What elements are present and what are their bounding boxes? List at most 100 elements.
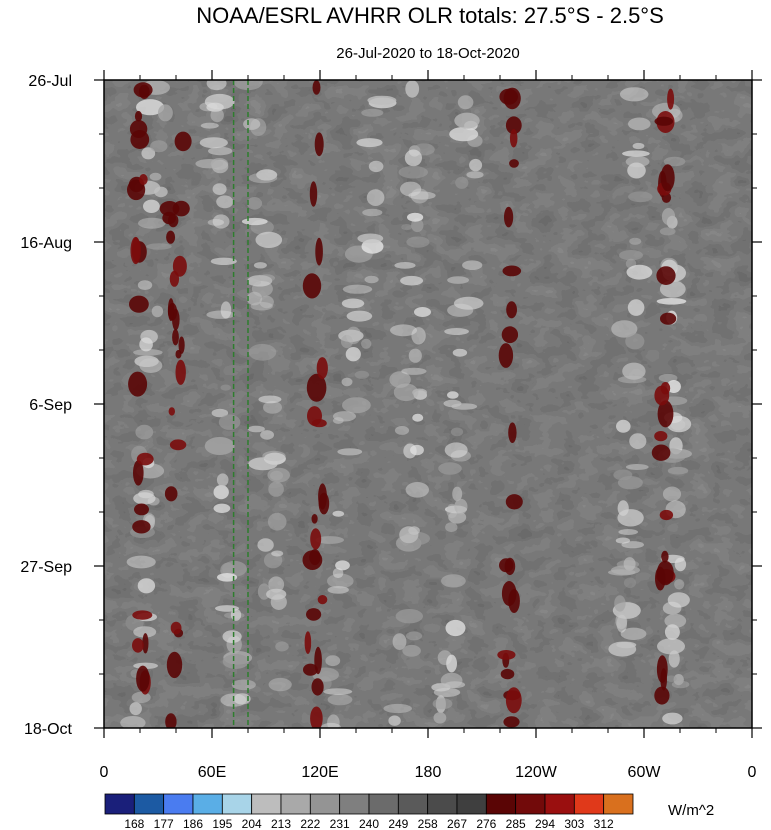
heatmap-cell (665, 675, 677, 682)
heatmap-cell (146, 243, 172, 250)
heatmap-cell (164, 486, 178, 502)
heatmap-cell (505, 116, 522, 135)
heatmap-cell (622, 362, 646, 380)
heatmap-cell (671, 680, 690, 689)
heatmap-cell (462, 260, 483, 271)
heatmap-cell (263, 401, 282, 414)
heatmap-cell (206, 80, 227, 91)
heatmap-cell (255, 231, 283, 248)
heatmap-cell (619, 250, 643, 261)
heatmap-cell (216, 473, 229, 487)
heatmap-cell (132, 237, 140, 263)
heatmap-cell (405, 631, 423, 641)
colorbar-label: 312 (594, 817, 614, 830)
heatmap-cell (309, 549, 321, 566)
heatmap-cell (218, 414, 241, 430)
heatmap-cell (128, 371, 148, 397)
heatmap-cell (127, 179, 146, 201)
y-axis: 26-Jul 16-Aug 6-Sep 27-Sep 18-Oct (20, 73, 762, 738)
colorbar-label: 186 (183, 817, 203, 830)
heatmap-cell (248, 172, 278, 184)
heatmap-cell (503, 87, 521, 110)
colorbar-swatch (339, 793, 370, 815)
colorbar-swatch (251, 793, 282, 815)
heatmap-cell (166, 651, 183, 679)
heatmap-cell (466, 171, 484, 179)
heatmap-cell (248, 343, 277, 361)
heatmap-cell (169, 439, 187, 451)
heatmap-cell (392, 633, 407, 650)
heatmap-cell (258, 395, 282, 404)
colorbar: 168 177 186 195 204 213 222 231 240 249 258 267 276 2… (104, 793, 634, 830)
colorbar-swatch (573, 793, 605, 815)
heatmap-cell (129, 295, 149, 313)
heatmap-cell (447, 391, 459, 399)
heatmap-cell (451, 403, 478, 410)
heatmap-cell (657, 638, 685, 655)
heatmap-cell (445, 522, 458, 533)
heatmap-cell (668, 650, 680, 668)
colorbar-swatch (427, 793, 458, 815)
heatmap-cell (256, 169, 278, 181)
chart-title: NOAA/ESRL AVHRR OLR totals: 27.5°S - 2.5… (196, 3, 664, 28)
heatmap-cell (395, 609, 423, 624)
heatmap-cell (667, 592, 690, 608)
heatmap-cell (311, 419, 327, 428)
heatmap-cell (361, 108, 384, 117)
heatmap-cell (658, 373, 678, 383)
heatmap-cell (629, 433, 647, 449)
heatmap-cell (137, 280, 153, 290)
heatmap-cell (498, 343, 514, 368)
heatmap-cell (614, 595, 626, 612)
heatmap-cell (268, 677, 292, 692)
heatmap-cell (247, 279, 261, 286)
heatmap-cell (318, 492, 330, 515)
heatmap-cell (247, 425, 265, 433)
heatmap-cell (337, 448, 363, 456)
heatmap-cell (346, 310, 373, 322)
heatmap-cell (342, 284, 373, 294)
plot-area (104, 80, 752, 728)
heatmap-cell (222, 630, 242, 643)
heatmap-cell (616, 419, 631, 433)
heatmap-cell (500, 668, 515, 680)
heatmap-cell (501, 326, 519, 344)
heatmap-cell (246, 197, 263, 210)
heatmap-cell (132, 610, 153, 620)
heatmap-cell (341, 377, 353, 387)
heatmap-cell (302, 273, 322, 299)
colorbar-label: 195 (212, 817, 232, 830)
heatmap-cell (654, 686, 670, 705)
heatmap-cell (154, 186, 168, 198)
heatmap-cell (399, 526, 419, 544)
y-tick-label: 18-Oct (24, 721, 73, 738)
heatmap-cell (340, 334, 353, 349)
heatmap-cell (271, 550, 284, 557)
heatmap-cell (309, 181, 318, 207)
heatmap-cell (622, 150, 650, 157)
x-tick-label: 180 (415, 764, 442, 781)
heatmap-cell (662, 486, 682, 502)
heatmap-cell (311, 514, 318, 524)
heatmap-cell (217, 573, 238, 582)
heatmap-cell (615, 612, 628, 630)
heatmap-cell (310, 528, 322, 550)
heatmap-cell (618, 529, 638, 535)
heatmap-cell (306, 373, 327, 402)
heatmap-cell (408, 348, 422, 363)
colorbar-units: W/m^2 (668, 802, 714, 819)
heatmap-cell (222, 560, 247, 577)
colorbar-swatch (603, 793, 634, 815)
heatmap-cell (617, 500, 629, 516)
heatmap-cell (452, 348, 468, 357)
heatmap-cell (404, 149, 422, 167)
heatmap-cell (660, 382, 671, 395)
heatmap-cell (341, 298, 365, 309)
heatmap-cell (316, 357, 328, 380)
heatmap-cell (345, 347, 361, 362)
heatmap-cell (150, 140, 168, 153)
colorbar-swatch (368, 793, 399, 815)
heatmap-cell (364, 275, 379, 284)
heatmap-cell (132, 638, 144, 653)
heatmap-cell (178, 336, 185, 354)
